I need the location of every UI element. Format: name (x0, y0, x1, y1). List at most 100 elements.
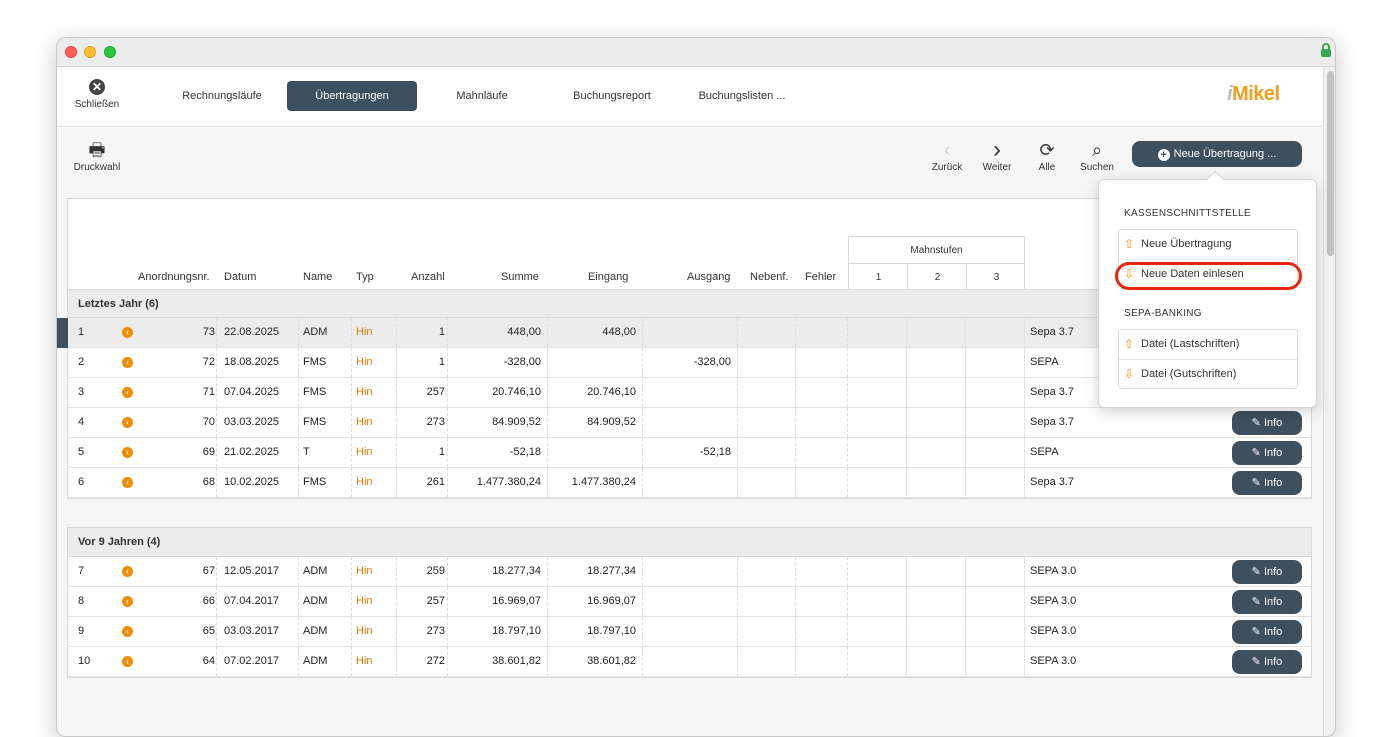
new-transfer-button[interactable]: + Neue Übertragung ... (1132, 141, 1302, 167)
menu-item-import-data[interactable]: ⇩ Neue Daten einlesen (1119, 259, 1297, 288)
section-sepa-banking: SEPA-BANKING (1124, 308, 1202, 319)
row-anordnungsnr: 68 (202, 476, 215, 488)
col-fehler: Fehler (805, 271, 837, 283)
row-format: SEPA 3.0 (1030, 655, 1077, 667)
info-button[interactable]: ✎ Info (1232, 411, 1302, 435)
row-format: Sepa 3.7 (1030, 416, 1075, 428)
row-anordnungsnr: 66 (202, 595, 215, 607)
row-eingang (548, 438, 636, 467)
row-format: SEPA 3.0 (1030, 625, 1077, 637)
table-row[interactable]: ‹ 8 66 07.04.2017 ADM Hin 257 16.969,07 16.969,0… (68, 587, 1311, 617)
arrow-left-circle-icon: ‹ (122, 357, 133, 368)
tab-rechnungslaeufe[interactable]: Rechnungsläufe (182, 90, 262, 102)
print-button[interactable]: 🖶 Druckwahl (67, 140, 127, 173)
app-window: ✕ Schließen Rechnungsläufe Übertragungen… (56, 37, 1336, 737)
row-ausgang (643, 647, 731, 676)
row-index: 6 (78, 476, 85, 488)
zoom-window-button[interactable] (104, 46, 116, 58)
row-anzahl: 1 (438, 326, 445, 338)
chevron-left-icon: ‹ (944, 140, 950, 160)
row-eingang: 38.601,82 (587, 655, 636, 667)
scrollbar[interactable] (1323, 67, 1335, 736)
menu-item-gutschriften[interactable]: ⇩ Datei (Gutschriften) (1119, 359, 1297, 388)
row-index: 10 (78, 655, 91, 667)
transfers-table-old: Vor 9 Jahren (4) ‹ 7 67 12.05.2017 ADM Hin 259… (67, 527, 1312, 678)
selection-marker (57, 318, 68, 348)
row-eingang: 16.969,07 (587, 595, 636, 607)
row-name: T (303, 446, 310, 458)
close-label: Schließen (74, 99, 120, 110)
row-format: SEPA 3.0 (1030, 565, 1077, 577)
row-typ: Hin (356, 565, 373, 577)
table-row[interactable]: ‹ 5 69 21.02.2025 T Hin 1 -52,18 -52,18 SEPA ✎ Inf… (68, 438, 1311, 468)
row-typ: Hin (356, 625, 373, 637)
row-ausgang (643, 408, 731, 437)
row-anordnungsnr: 71 (202, 386, 215, 398)
arrow-left-circle-icon: ‹ (122, 656, 133, 667)
tab-buchungslisten[interactable]: Buchungslisten ... (698, 90, 786, 102)
close-button[interactable]: ✕ Schließen (67, 79, 127, 110)
col-typ: Typ (356, 271, 374, 283)
menu-item-lastschriften[interactable]: ⇧ Datei (Lastschriften) (1119, 330, 1297, 359)
scrollbar-thumb[interactable] (1327, 71, 1334, 256)
row-summe: -52,18 (509, 446, 541, 458)
row-ausgang (643, 378, 731, 407)
pencil-icon: ✎ (1251, 417, 1264, 429)
row-anzahl: 272 (426, 655, 445, 667)
table-row[interactable]: ‹ 10 64 07.02.2017 ADM Hin 272 38.601,82 38.601,… (68, 647, 1311, 677)
table-row[interactable]: ‹ 2 72 18.08.2025 FMS Hin 1 -328,00 -328,00 SEPA (68, 348, 1311, 378)
info-button[interactable]: ✎ Info (1232, 620, 1302, 644)
row-summe: 20.746,10 (492, 386, 541, 398)
row-eingang: 18.277,34 (587, 565, 636, 577)
row-datum: 07.04.2017 (224, 595, 280, 607)
highlight-ring (1115, 262, 1302, 290)
row-eingang (548, 348, 636, 377)
tab-buchungsreport[interactable]: Buchungsreport (573, 90, 651, 102)
col-anzahl: Anzahl (411, 271, 445, 283)
row-typ: Hin (356, 386, 373, 398)
arrow-left-circle-icon: ‹ (122, 566, 133, 577)
plus-circle-icon: + (1157, 149, 1170, 161)
row-ausgang (643, 468, 731, 497)
row-typ: Hin (356, 476, 373, 488)
menu-item-new-transfer[interactable]: ⇧ Neue Übertragung (1119, 230, 1297, 259)
print-label: Druckwahl (73, 162, 121, 173)
row-ausgang: -328,00 (693, 356, 731, 368)
back-label: Zurück (931, 162, 963, 173)
row-datum: 03.03.2017 (224, 625, 280, 637)
row-datum: 12.05.2017 (224, 565, 280, 577)
chevron-right-icon: › (993, 136, 1001, 163)
row-anordnungsnr: 64 (202, 655, 215, 667)
info-button[interactable]: ✎ Info (1232, 471, 1302, 495)
table-row[interactable]: ‹ 6 68 10.02.2025 FMS Hin 261 1.477.380,24 1.477… (68, 468, 1311, 498)
info-button[interactable]: ✎ Info (1232, 441, 1302, 465)
tab-uebertragungen[interactable]: Übertragungen (287, 81, 417, 111)
table-row[interactable]: ‹ 9 65 03.03.2017 ADM Hin 273 18.797,10 18.797,1… (68, 617, 1311, 647)
row-summe: 18.277,34 (492, 565, 541, 577)
info-button[interactable]: ✎ Info (1232, 590, 1302, 614)
tab-mahnlaeufe[interactable]: Mahnläufe (456, 90, 508, 102)
back-button[interactable]: ‹ Zurück (922, 140, 972, 173)
title-bar (57, 38, 1335, 67)
search-button[interactable]: ⌕ Suchen (1072, 140, 1122, 173)
row-anzahl: 257 (426, 386, 445, 398)
info-button[interactable]: ✎ Info (1232, 650, 1302, 674)
row-format: Sepa 3.7 (1030, 326, 1075, 338)
minimize-window-button[interactable] (84, 46, 96, 58)
row-format: SEPA (1030, 446, 1059, 458)
col-summe: Summe (501, 271, 539, 283)
search-icon: ⌕ (1091, 140, 1103, 160)
row-typ: Hin (356, 595, 373, 607)
next-button[interactable]: › Weiter (972, 136, 1022, 174)
close-window-button[interactable] (65, 46, 77, 58)
row-datum: 22.08.2025 (224, 326, 280, 338)
row-datum: 07.02.2017 (224, 655, 280, 667)
info-button[interactable]: ✎ Info (1232, 560, 1302, 584)
row-ausgang (643, 557, 731, 586)
table-row[interactable]: ‹ 7 67 12.05.2017 ADM Hin 259 18.277,34 18.277,3… (68, 557, 1311, 587)
table-row[interactable]: ‹ 3 71 07.04.2025 FMS Hin 257 20.746,10 20.746,1… (68, 378, 1311, 408)
all-button[interactable]: ⟳ Alle (1022, 140, 1072, 173)
table-row[interactable]: ‹ 4 70 03.03.2025 FMS Hin 273 84.909,52 84.909,5… (68, 408, 1311, 438)
search-label: Suchen (1080, 162, 1114, 173)
row-format: Sepa 3.7 (1030, 386, 1075, 398)
